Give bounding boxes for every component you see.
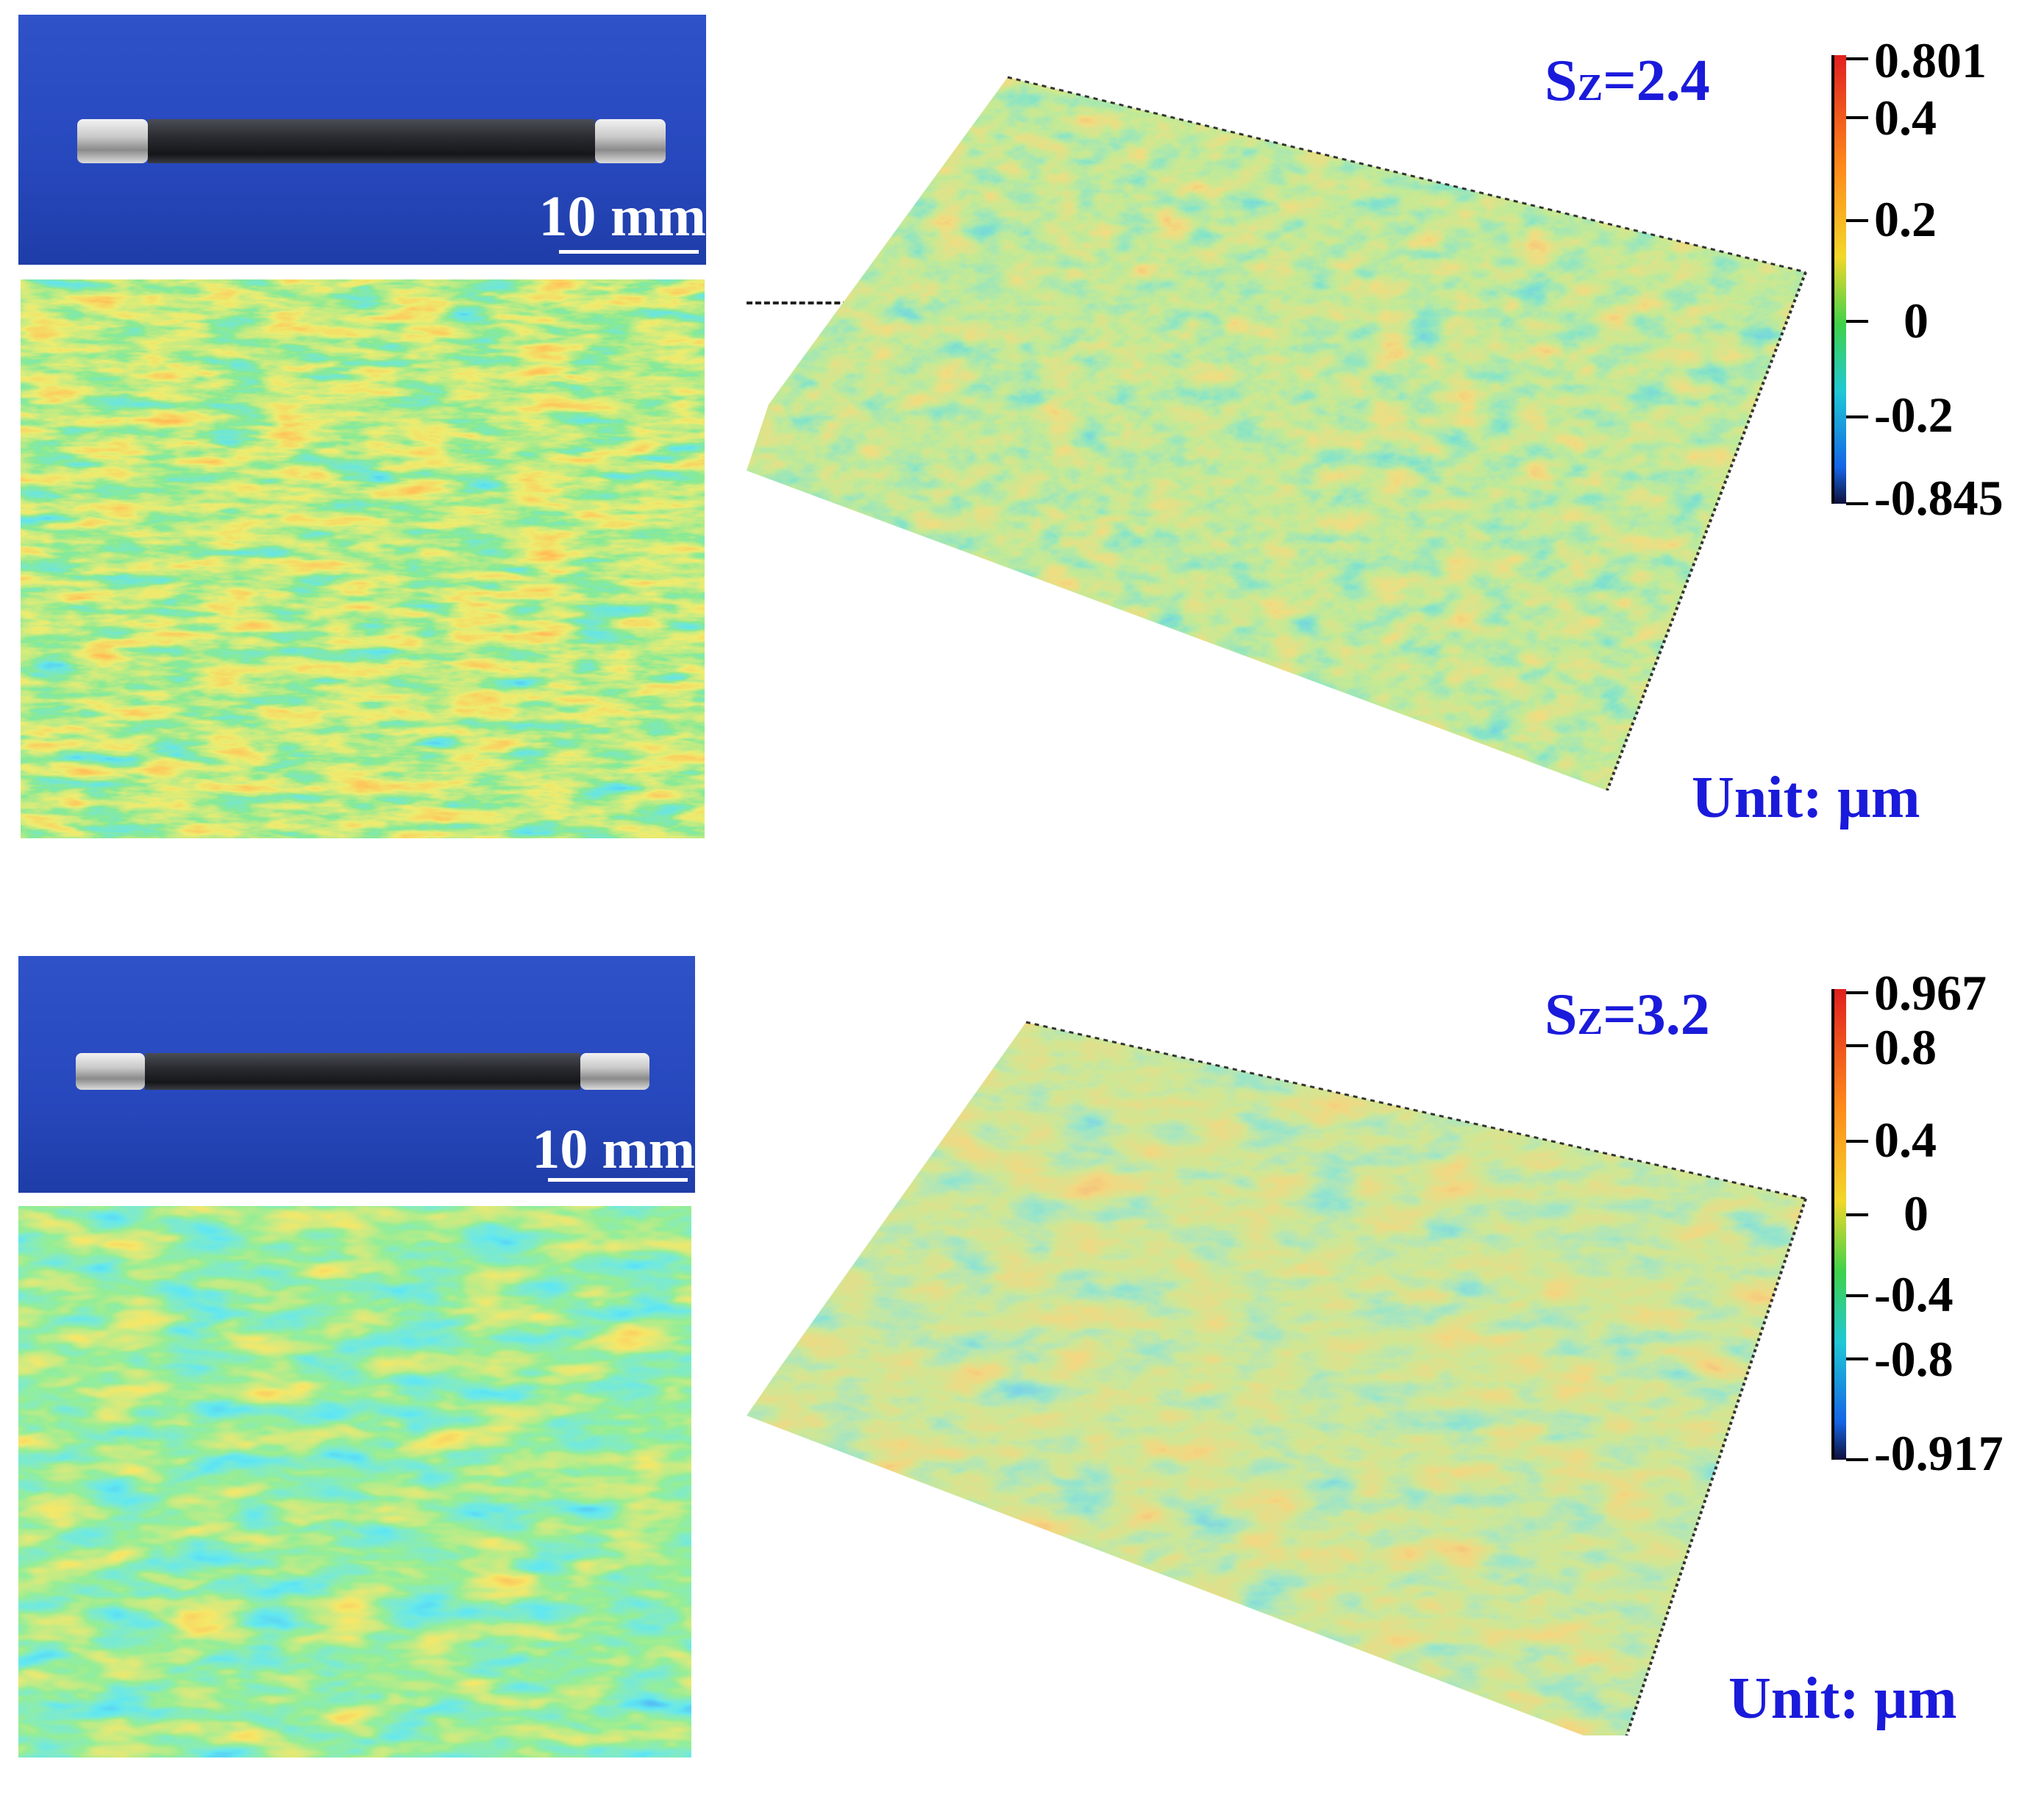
unit-label: Unit: µm (1692, 766, 1920, 830)
sample-photo: 10 mm (18, 15, 706, 265)
sz-roughness-label: SZ=3.2 (1545, 982, 1710, 1047)
colorbar-tick-label: -0.8 (1874, 1331, 1954, 1387)
colorbar-tick-label: 0 (1904, 1185, 1929, 1241)
sz-roughness-label: SZ=2.4 (1545, 49, 1710, 113)
sample-photo: 10 mm (18, 956, 695, 1193)
colorbar-tick-label: -0.4 (1874, 1266, 1954, 1322)
surface-topography-3d (747, 76, 1807, 791)
colorbar-tick-label: 0.2 (1874, 191, 1937, 247)
unit-label: Unit: µm (1728, 1666, 1957, 1731)
scale-bar (559, 250, 699, 254)
colorbar (1831, 989, 1846, 1460)
colorbar (1831, 55, 1846, 504)
dashed-leader-line (747, 302, 875, 304)
colorbar-tick-label: -0.845 (1874, 470, 2004, 526)
scale-bar-label: 10 mm (532, 1118, 695, 1180)
surface-height-map-2d (21, 279, 705, 838)
colorbar-tick-label: 0.801 (1874, 32, 1987, 88)
colorbar-tick-label: 0.4 (1874, 1112, 1937, 1168)
surface-height-map-2d (18, 1206, 691, 1758)
colorbar-tick-label: 0 (1904, 293, 1929, 349)
colorbar-tick-label: 0.8 (1874, 1019, 1937, 1075)
scale-bar (548, 1178, 688, 1182)
sample-panel-2: 10 mm (0, 934, 2044, 1809)
rod-specimen (77, 119, 666, 163)
surface-topography-3d (747, 1021, 1807, 1735)
colorbar-tick-label: -0.2 (1874, 387, 1954, 443)
scale-bar-label: 10 mm (538, 184, 706, 248)
colorbar-tick-label: -0.917 (1874, 1425, 2004, 1481)
colorbar-tick-label: 0.4 (1874, 90, 1937, 146)
colorbar-tick-label: 0.967 (1874, 965, 1987, 1021)
rod-specimen (76, 1053, 649, 1090)
sample-panel-1: 10 mm (0, 0, 2044, 875)
